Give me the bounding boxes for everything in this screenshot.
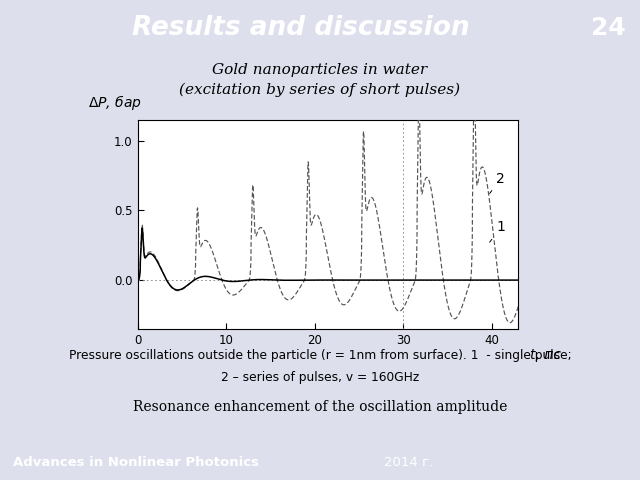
Text: $\Delta P$, бар: $\Delta P$, бар — [88, 93, 142, 112]
Text: Advances in Nonlinear Photonics: Advances in Nonlinear Photonics — [13, 456, 259, 469]
Text: Pressure oscillations outside the particle (r = 1nm from surface). 1  - single p: Pressure oscillations outside the partic… — [68, 348, 572, 361]
Text: 2 – series of pulses, v = 160GHz: 2 – series of pulses, v = 160GHz — [221, 371, 419, 384]
Text: 2: 2 — [489, 172, 505, 194]
Text: Resonance enhancement of the oscillation amplitude: Resonance enhancement of the oscillation… — [133, 400, 507, 414]
Text: Gold nanoparticles in water
(excitation by series of short pulses): Gold nanoparticles in water (excitation … — [179, 62, 461, 97]
Text: t, пс: t, пс — [530, 348, 561, 361]
Text: 1: 1 — [489, 220, 505, 243]
Text: Results and discussion: Results and discussion — [132, 14, 470, 41]
Text: 24: 24 — [591, 16, 625, 40]
Text: 2014 г.: 2014 г. — [384, 456, 433, 469]
